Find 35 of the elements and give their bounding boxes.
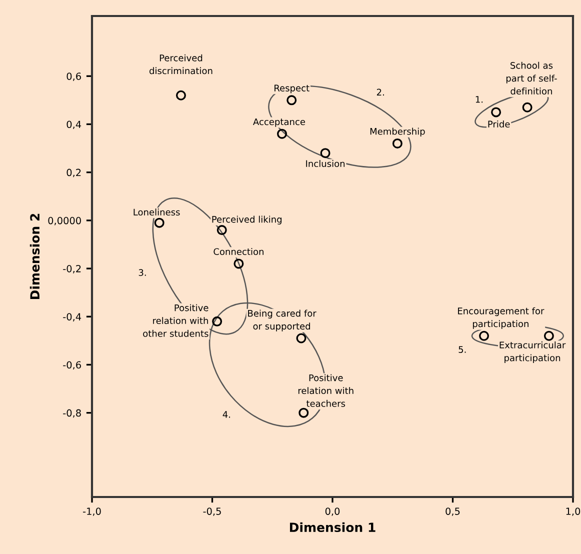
annotation: 2. bbox=[376, 88, 384, 96]
annotation: Being cared for or supported bbox=[248, 310, 316, 332]
y-axis-title: Dimension 2 bbox=[30, 214, 40, 300]
y-tick-label: 0,6 bbox=[66, 72, 81, 81]
annotation: 1. bbox=[476, 96, 483, 103]
y-tick-label: -0,6 bbox=[63, 361, 81, 370]
y-tick-label: -0,4 bbox=[63, 313, 82, 322]
annotation: Pride bbox=[488, 120, 510, 128]
annotation: Perceived discrimination bbox=[149, 54, 212, 74]
y-tick-label: 0,2 bbox=[66, 168, 81, 178]
annotation: Extracurricular participation bbox=[500, 341, 566, 364]
y-tick-label: 0,4 bbox=[66, 120, 82, 130]
annotation: Membership bbox=[370, 128, 425, 137]
x-tick-label: -0,5 bbox=[203, 508, 221, 516]
x-tick-label: 0,5 bbox=[446, 508, 460, 516]
x-axis-title: Dimension 1 bbox=[290, 522, 376, 532]
annotation: Encouragement for participation bbox=[458, 307, 544, 329]
annotation: Acceptance bbox=[253, 118, 306, 127]
y-tick-label: 0,0000 bbox=[48, 216, 81, 226]
annotation: Respect bbox=[274, 84, 310, 94]
annotation: 4. bbox=[222, 411, 230, 418]
annotation: Positive relation with other students bbox=[143, 304, 208, 337]
x-tick-label: 1,0 bbox=[566, 508, 580, 516]
annotation: Inclusion bbox=[306, 160, 345, 168]
x-tick-label: 0,0 bbox=[325, 508, 340, 516]
annotation: Perceived liking bbox=[212, 216, 282, 224]
annotation: Positive relation with teachers bbox=[298, 374, 354, 407]
annotation: Connection bbox=[214, 248, 264, 256]
x-tick-label: -1,0 bbox=[82, 508, 101, 516]
annotation: 3. bbox=[138, 269, 146, 276]
annotation: 5. bbox=[458, 346, 466, 353]
y-tick-label: -0,8 bbox=[63, 409, 81, 418]
annotation: School as part of self- definition bbox=[506, 62, 557, 95]
y-tick-label: -0,2 bbox=[63, 265, 81, 274]
annotation: Loneliness bbox=[134, 208, 180, 216]
